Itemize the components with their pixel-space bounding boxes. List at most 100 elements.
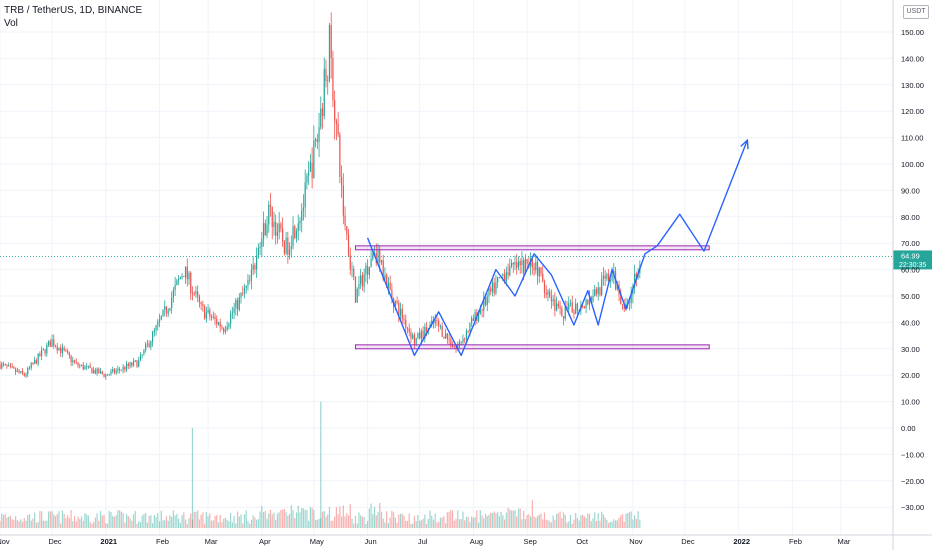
candle-body — [536, 261, 539, 277]
volume-bar — [413, 515, 416, 528]
candle-body — [77, 362, 79, 366]
volume-bar — [256, 519, 258, 528]
x-tick-label: Mar — [205, 537, 218, 546]
volume-bar — [335, 507, 337, 528]
volume-bar — [112, 515, 114, 528]
candle-body — [158, 319, 161, 322]
volume-bar — [609, 522, 611, 528]
volume-bar — [620, 515, 622, 528]
candle-body — [398, 302, 400, 316]
volume-bar — [254, 517, 256, 528]
volume-bar — [429, 510, 431, 528]
volume-bar — [451, 510, 454, 528]
symbol-label[interactable]: TRB / TetherUS, 1D, BINANCE — [4, 5, 143, 16]
volume-bar — [164, 520, 166, 528]
volume-bar — [160, 510, 162, 528]
volume-bar — [621, 514, 624, 528]
zone-rectangle — [354, 245, 710, 251]
candle-body — [592, 295, 594, 302]
volume-bar — [264, 511, 266, 528]
candle-body — [39, 353, 41, 357]
x-tick-label: 2022 — [733, 537, 750, 546]
candle-body — [143, 349, 145, 355]
candle-body — [89, 365, 91, 369]
candle-body — [517, 261, 520, 268]
candle-body — [131, 362, 133, 366]
candle-body — [545, 292, 547, 295]
candle-body — [469, 323, 471, 332]
candle-body — [65, 350, 67, 352]
volume-bar — [502, 515, 504, 528]
volume-bar — [0, 521, 1, 528]
volume-spike — [320, 401, 322, 528]
volume-bar — [35, 522, 38, 528]
volume-bar — [93, 522, 95, 528]
candle-body — [271, 206, 273, 227]
volume-bar — [455, 518, 457, 528]
candle-body — [623, 303, 625, 309]
volume-bar — [462, 511, 464, 528]
candle-body — [129, 362, 131, 366]
volume-bar — [354, 515, 357, 528]
volume-bar — [25, 520, 27, 528]
volume-bar — [552, 515, 554, 528]
candle-body — [365, 265, 367, 275]
volume-bar — [188, 518, 190, 528]
candle-body — [35, 360, 38, 364]
candle-body — [483, 297, 485, 311]
volume-bar — [290, 504, 292, 528]
x-tick-label: Feb — [156, 537, 169, 546]
y-tick-label: 70.00 — [901, 239, 920, 248]
candle-body — [16, 370, 18, 372]
candle-body — [523, 260, 525, 274]
volume-bar — [87, 515, 90, 528]
volume-bar — [125, 514, 128, 528]
volume-bar — [226, 519, 228, 528]
candle-body — [210, 316, 213, 318]
candle-body — [635, 273, 637, 278]
candle-body — [425, 326, 428, 332]
volume-bar — [531, 500, 533, 528]
candle-body — [625, 303, 627, 309]
candle-body — [495, 282, 497, 294]
candle-body — [151, 332, 154, 342]
currency-unit-button[interactable]: USDT — [903, 5, 929, 19]
candle-body — [573, 311, 575, 314]
candle-body — [23, 373, 25, 376]
candle-body — [509, 266, 511, 276]
candle-body — [516, 262, 518, 268]
candle-body — [257, 247, 259, 256]
candle-body — [87, 365, 90, 367]
volume-bar — [217, 522, 220, 528]
volume-bar — [493, 511, 495, 528]
candle-body — [314, 139, 317, 141]
volume-bar — [61, 510, 64, 528]
candle-body — [108, 374, 110, 376]
volume-bar — [491, 512, 494, 528]
volume-bar — [219, 514, 221, 528]
candle-body — [46, 344, 48, 354]
candle-body — [503, 274, 506, 282]
volume-bar — [618, 517, 620, 528]
candle-body — [54, 345, 57, 347]
volume-bar — [169, 515, 171, 528]
volume-bar — [212, 520, 214, 528]
candle-body — [526, 258, 528, 264]
candle-body — [53, 339, 55, 346]
candle-body — [302, 207, 305, 211]
volume-bar — [524, 519, 527, 528]
volume-bar — [89, 522, 91, 528]
volume-bar — [242, 523, 244, 528]
volume-bar — [165, 516, 168, 528]
candle-body — [141, 354, 143, 356]
candle-body — [490, 288, 492, 292]
candle-body — [269, 204, 272, 207]
x-tick-label: Nov — [0, 537, 10, 546]
volume-bar — [450, 510, 452, 528]
volume-label[interactable]: Vol — [4, 18, 18, 29]
candle-body — [562, 316, 565, 319]
volume-bar — [177, 518, 180, 528]
volume-bar — [295, 512, 298, 528]
candle-body — [233, 307, 235, 313]
